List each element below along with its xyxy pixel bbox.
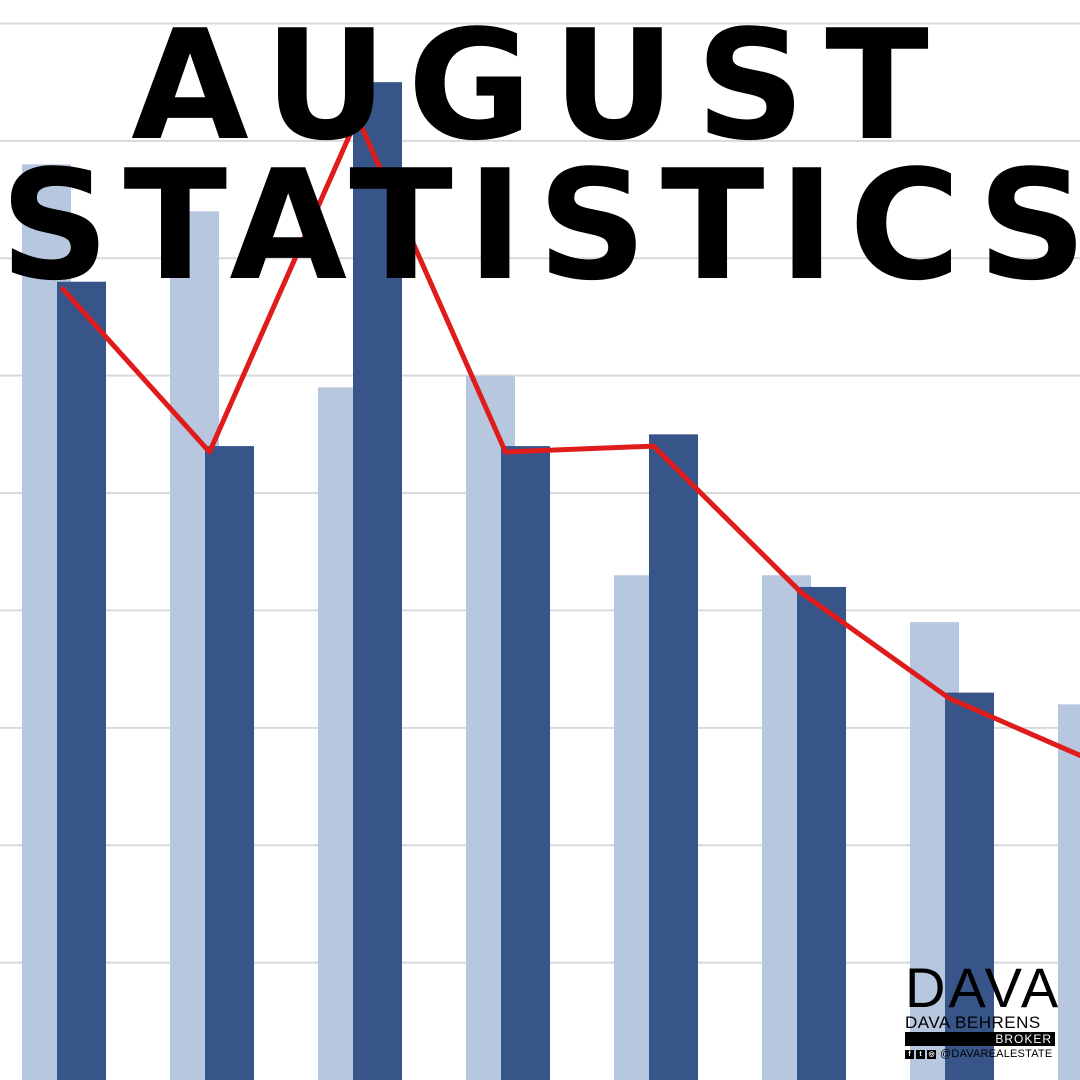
logo-social-row: f t ◎ @DAVAREALESTATE: [905, 1048, 1055, 1060]
dava-logo: DAVA DAVA BEHRENS BROKER f t ◎ @DAVAREAL…: [905, 956, 1062, 1060]
social-handle: @DAVAREALESTATE: [940, 1048, 1053, 1060]
dark-bar-7: [945, 692, 994, 1080]
dark-bar-1: [57, 281, 106, 1080]
dark-bar-3: [353, 82, 402, 1080]
light-bar-8: [1058, 704, 1080, 1080]
dark-bar-5: [649, 434, 698, 1080]
logo-name: DAVA BEHRENS: [905, 1013, 1041, 1032]
twitter-icon: t: [916, 1049, 925, 1059]
dark-bar-4: [501, 446, 550, 1080]
facebook-icon: f: [905, 1049, 914, 1059]
headline-statistics: STATISTICS: [0, 137, 1080, 314]
logo-wordmark: DAVA: [905, 956, 1062, 1019]
instagram-icon: ◎: [927, 1049, 936, 1059]
logo-title-bar: BROKER: [905, 1032, 1055, 1046]
dark-series-bars: [57, 82, 994, 1080]
trend-line: [59, 114, 1080, 759]
trend-line-series: [59, 114, 1080, 759]
headline-august: AUGUST: [131, 0, 949, 174]
dark-bar-2: [205, 446, 254, 1080]
dark-bar-6: [797, 586, 846, 1080]
